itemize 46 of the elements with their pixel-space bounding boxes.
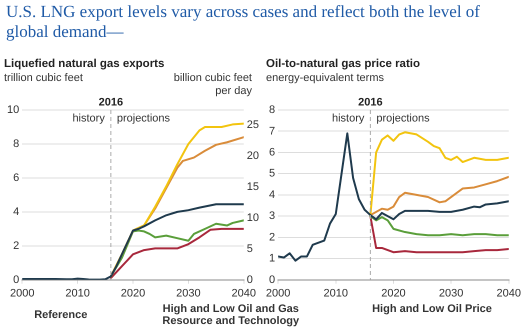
- y2-tick-label: 20: [246, 150, 260, 162]
- chart-subtitle: Oil-to-natural gas price ratio: [266, 58, 420, 70]
- chart-title: U.S. LNG export levels vary across cases and reflect both the level of global demand—: [6, 2, 481, 42]
- y-tick-label: 1: [268, 252, 276, 265]
- y2-axis-title: billion cubic feet per day: [172, 72, 252, 98]
- y2-tick-label: 5: [246, 242, 253, 255]
- x-tick-label: 2000: [266, 287, 290, 300]
- annotation: projections: [116, 112, 171, 125]
- x-tick-label: 2030: [176, 287, 201, 300]
- y-axis-title: trillion cubic feet: [4, 72, 83, 84]
- y-tick-label: 6: [268, 146, 276, 158]
- y-axis-title: energy-equivalent terms: [266, 72, 384, 84]
- y-tick-label: 0: [268, 274, 276, 286]
- annotation: projections: [376, 112, 430, 125]
- y-tick-label: 2: [13, 240, 20, 252]
- x-tick-label: 2020: [381, 287, 406, 300]
- annotation: history: [72, 112, 106, 125]
- x-tick-label: 2040: [232, 287, 256, 300]
- chart-subtitle: Liquefied natural gas exports: [4, 58, 164, 70]
- y-tick-label: 10: [6, 104, 20, 116]
- y-tick-label: 7: [268, 125, 276, 138]
- y2-tick-label: 15: [246, 180, 260, 193]
- ref-line-label: 2016: [358, 96, 383, 109]
- annotation: history: [332, 112, 365, 125]
- text: Reference: [34, 309, 88, 321]
- x-tick-label: 2010: [65, 287, 90, 300]
- y-tick-label: 2: [268, 231, 276, 244]
- x-tick-label: 2020: [120, 287, 146, 300]
- x-tick-label: 2030: [438, 287, 464, 300]
- x-tick-label: 2040: [496, 287, 522, 300]
- y2-tick-label: 0: [246, 274, 253, 286]
- y-tick-label: 8: [268, 104, 276, 116]
- x-tick-label: 2000: [10, 287, 34, 300]
- y-tick-label: 4: [268, 188, 276, 201]
- y-tick-label: 8: [13, 138, 20, 150]
- x-tick-label: 2010: [324, 287, 348, 300]
- y-tick-label: 6: [13, 172, 20, 184]
- y-tick-label: 3: [268, 210, 276, 222]
- y2-tick-label: 25: [246, 118, 260, 131]
- y2-tick-label: 10: [246, 212, 260, 224]
- text: High and Low Oil and Gas Resource and Technology: [161, 303, 300, 327]
- y-tick-label: 0: [13, 274, 20, 286]
- y-tick-label: 5: [268, 168, 276, 180]
- ref-line-label: 2016: [98, 96, 124, 109]
- text: High and Low Oil Price: [372, 303, 492, 315]
- y-tick-label: 4: [13, 206, 20, 218]
